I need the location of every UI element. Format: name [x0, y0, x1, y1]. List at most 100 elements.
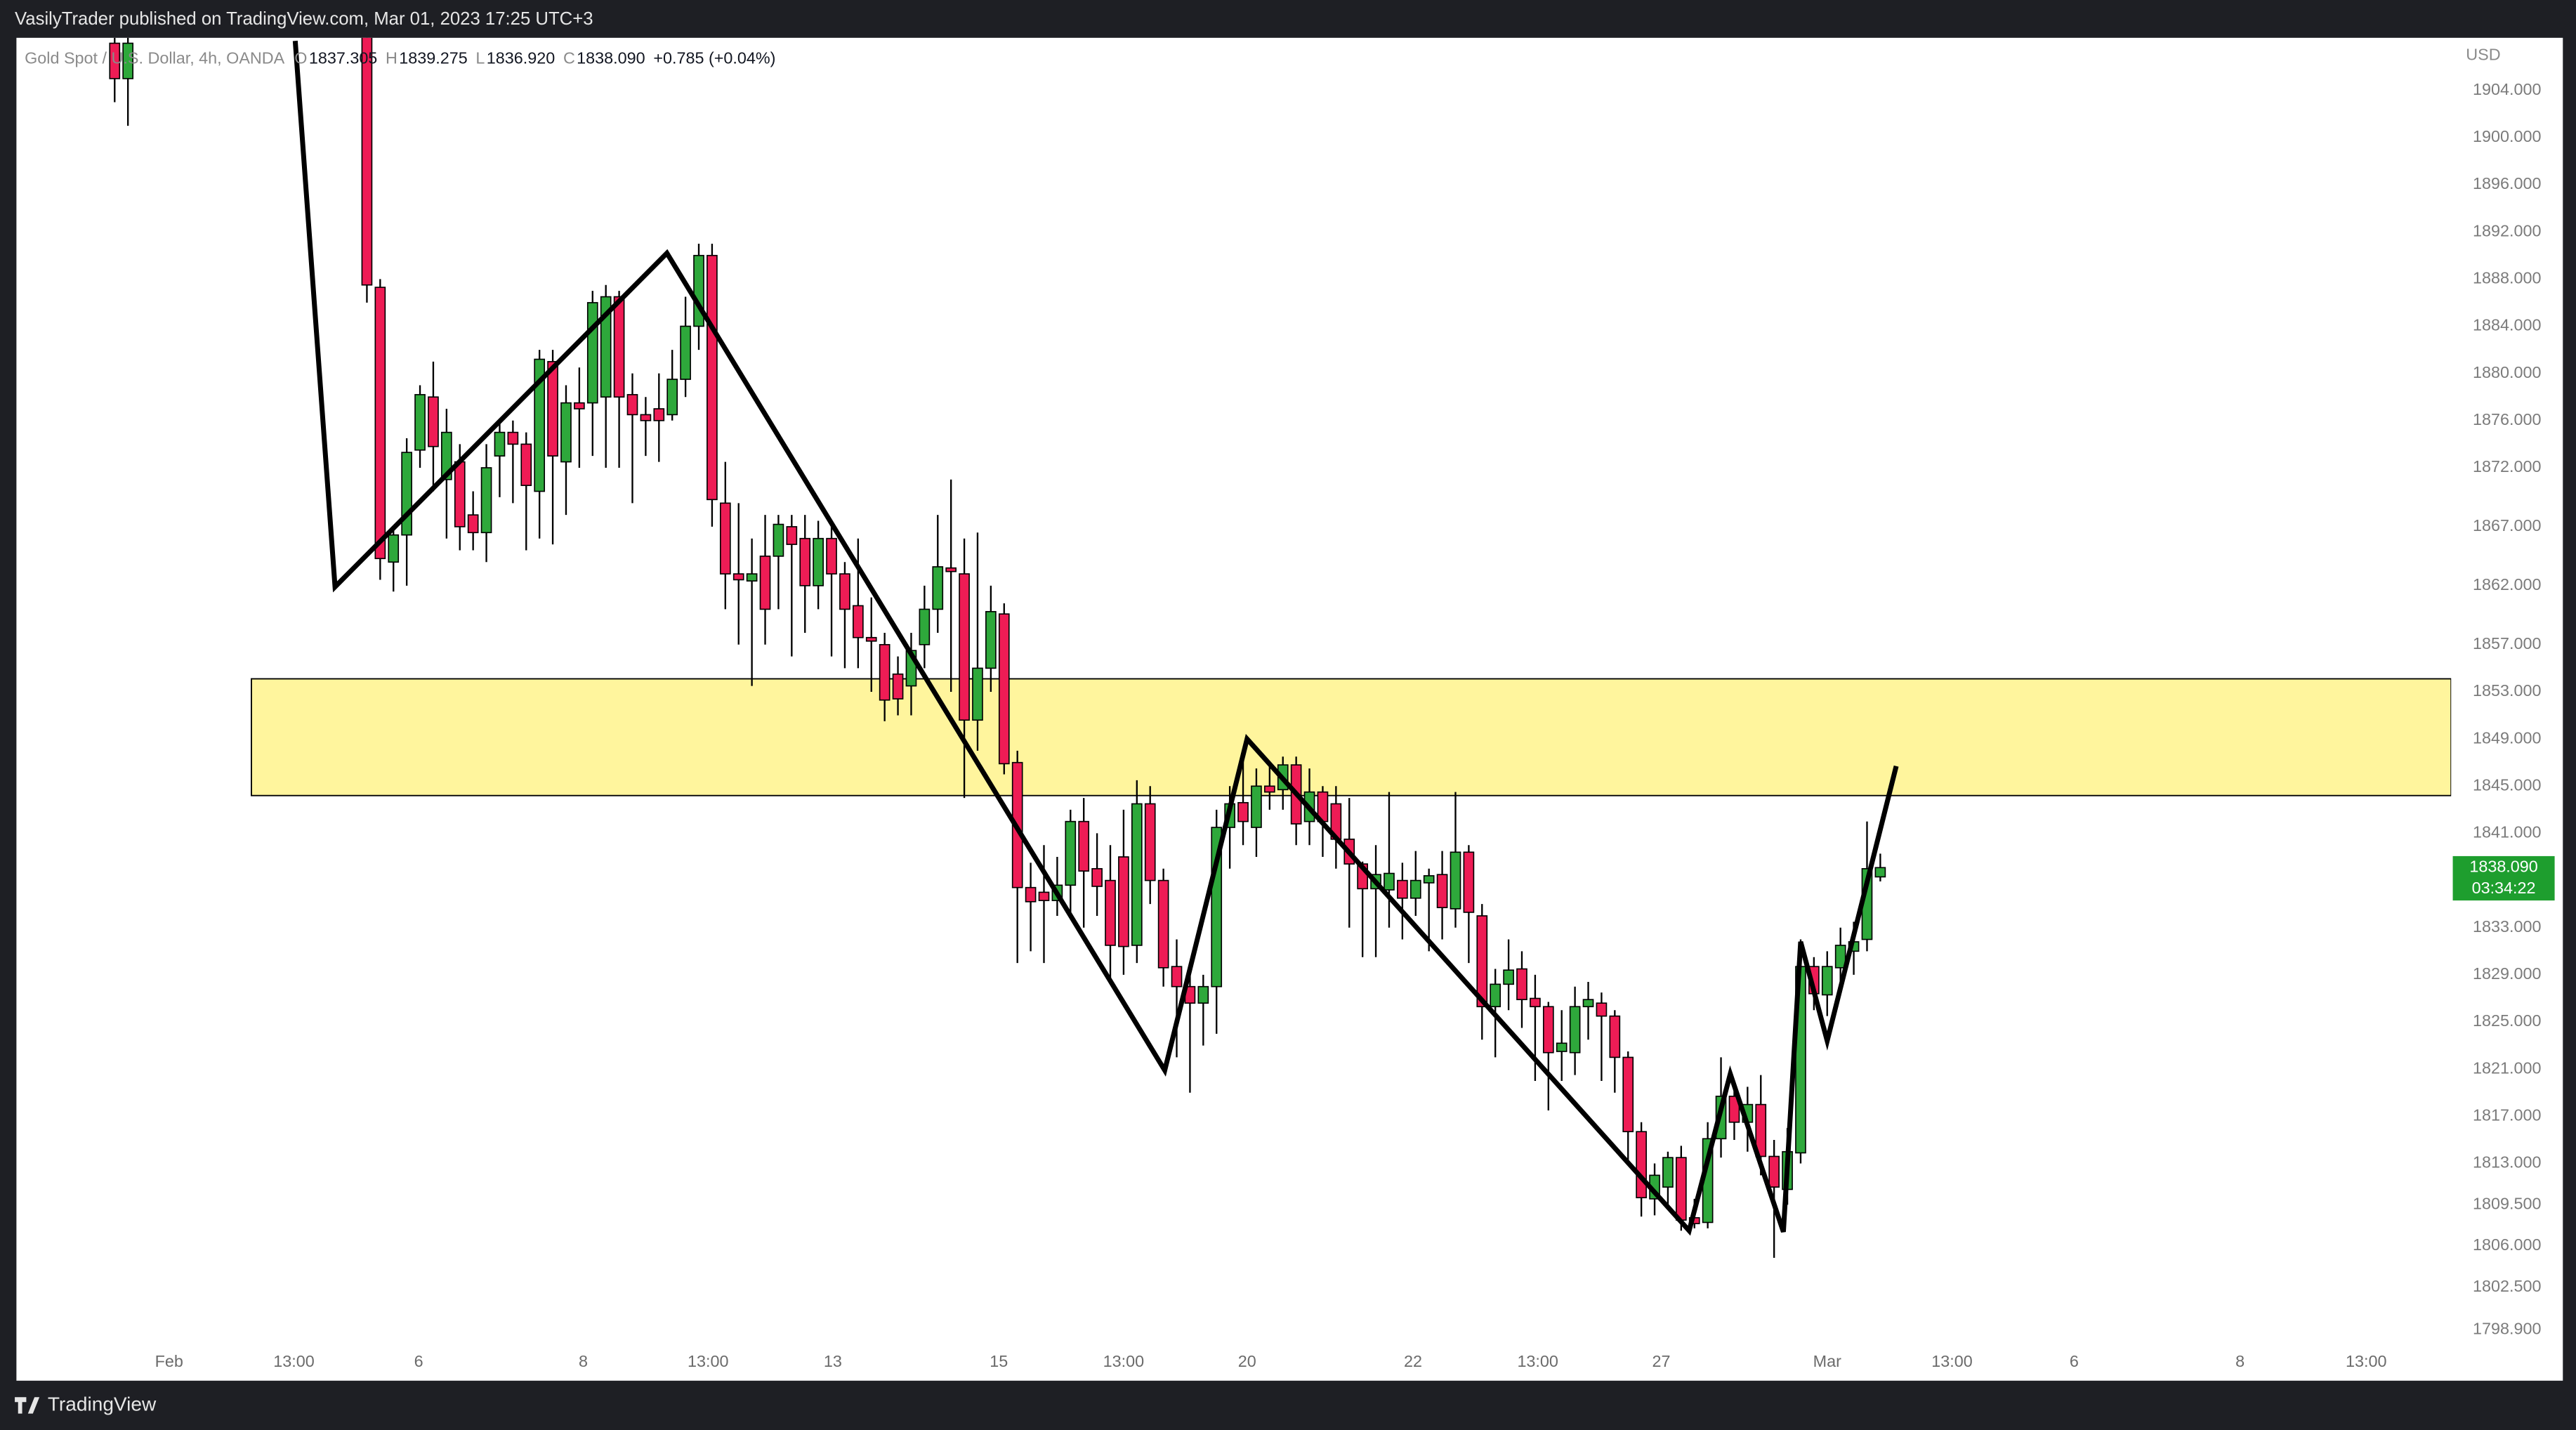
- candle-body: [1450, 851, 1461, 910]
- candle-body: [892, 673, 904, 700]
- candle-body: [1144, 803, 1156, 881]
- candle-body: [1197, 985, 1209, 1004]
- candle-body: [773, 523, 784, 557]
- candle-body: [414, 394, 426, 451]
- x-tick-label: 13:00: [273, 1352, 314, 1370]
- x-tick-label: 13:00: [1103, 1352, 1144, 1370]
- x-tick-label: 8: [579, 1352, 588, 1370]
- candle-body: [388, 534, 400, 563]
- candle-body: [853, 605, 864, 638]
- x-tick-label: 6: [414, 1352, 423, 1370]
- candle-body: [441, 431, 452, 480]
- candle-body: [998, 613, 1010, 765]
- candle-body: [1676, 1157, 1687, 1221]
- candle-body: [467, 514, 479, 534]
- y-tick-label: 1876.000: [2473, 410, 2541, 428]
- candle-body: [1609, 1015, 1621, 1058]
- candle-body: [919, 608, 931, 645]
- y-tick-label: 1892.000: [2473, 221, 2541, 240]
- legend: Gold Spot / U.S. Dollar, 4h, OANDA O 1837.…: [25, 48, 775, 67]
- price-tag-countdown: 03:34:22: [2472, 879, 2536, 897]
- candle-body: [1662, 1157, 1674, 1188]
- candle-body: [1436, 874, 1448, 909]
- y-tick-label: 1845.000: [2473, 775, 2541, 794]
- price-tag-price: 1838.090: [2469, 857, 2537, 875]
- legend-value: 1838.090: [577, 48, 645, 67]
- candle-body: [985, 610, 997, 669]
- publisher-line: VasilyTrader published on TradingView.co…: [15, 9, 593, 29]
- candle-body: [719, 502, 731, 575]
- candle-body: [1463, 851, 1475, 913]
- brand: TradingView: [48, 1393, 157, 1415]
- candle-body: [746, 573, 758, 582]
- candle-body: [507, 431, 519, 445]
- candle-body: [1384, 872, 1395, 891]
- candle-body: [1636, 1131, 1647, 1199]
- candle-body: [759, 556, 771, 610]
- x-tick-label: 22: [1404, 1352, 1422, 1370]
- candle-body: [122, 42, 134, 79]
- candle-body: [1821, 966, 1833, 996]
- legend-value: 1836.920: [487, 48, 555, 67]
- candle-body: [494, 431, 506, 457]
- y-tick-label: 1833.000: [2473, 917, 2541, 936]
- candle-body: [1157, 879, 1169, 969]
- candle-body: [1542, 1006, 1554, 1054]
- y-tick-label: 1888.000: [2473, 269, 2541, 287]
- candle-body: [786, 526, 798, 545]
- x-tick-label: Mar: [1813, 1352, 1841, 1370]
- candle-body: [1503, 969, 1514, 985]
- candle-body: [1582, 999, 1594, 1008]
- y-tick-label: 1867.000: [2473, 516, 2541, 534]
- candle-body: [401, 452, 412, 536]
- plot: [109, 37, 2452, 1258]
- candle-body: [640, 414, 652, 421]
- candle-body: [1476, 915, 1488, 1008]
- candle-body: [1091, 867, 1103, 887]
- x-tick-label: 15: [990, 1352, 1008, 1370]
- candle-body: [680, 325, 691, 380]
- candle-body: [707, 254, 718, 501]
- legend-key: C: [563, 48, 575, 67]
- legend-key: O: [294, 48, 307, 67]
- candle-body: [534, 358, 546, 492]
- candle-body: [1423, 875, 1435, 884]
- candle-body: [959, 573, 970, 721]
- candle-body: [109, 42, 121, 79]
- x-tick-label: 20: [1238, 1352, 1256, 1370]
- candle-body: [374, 287, 386, 560]
- candle-body: [865, 636, 877, 642]
- legend-value: 1839.275: [399, 48, 467, 67]
- legend-key: L: [475, 48, 485, 67]
- y-tick-label: 1798.900: [2473, 1319, 2541, 1337]
- candle-body: [1874, 867, 1886, 878]
- candle-body: [1490, 983, 1501, 1008]
- candle-body: [932, 566, 944, 610]
- y-tick-label: 1802.500: [2473, 1277, 2541, 1295]
- y-tick-label: 1884.000: [2473, 316, 2541, 334]
- candle-body: [839, 573, 850, 610]
- candle-body: [1768, 1155, 1780, 1188]
- currency: USD: [2466, 46, 2500, 64]
- candle-body: [600, 296, 612, 398]
- candle-body: [945, 567, 957, 572]
- candle-body: [1264, 785, 1275, 793]
- y-tick-label: 1849.000: [2473, 728, 2541, 747]
- candle-body: [1728, 1096, 1740, 1123]
- candle-body: [1516, 968, 1527, 1000]
- candle-body: [1131, 803, 1143, 946]
- candle-body: [1622, 1056, 1634, 1133]
- price-tag: [2452, 855, 2555, 901]
- candle-body: [1038, 891, 1050, 901]
- x-tick-label: 13:00: [1517, 1352, 1558, 1370]
- y-tick-label: 1841.000: [2473, 823, 2541, 841]
- candle-body: [666, 379, 678, 416]
- y-tick-label: 1880.000: [2473, 363, 2541, 381]
- candle-body: [1078, 820, 1090, 872]
- candle-body: [826, 537, 837, 575]
- symbol: Gold Spot / U.S. Dollar, 4h, OANDA: [25, 48, 285, 67]
- y-tick-label: 1872.000: [2473, 457, 2541, 475]
- x-tick-label: 6: [2070, 1352, 2079, 1370]
- x-tick-label: 13: [824, 1352, 842, 1370]
